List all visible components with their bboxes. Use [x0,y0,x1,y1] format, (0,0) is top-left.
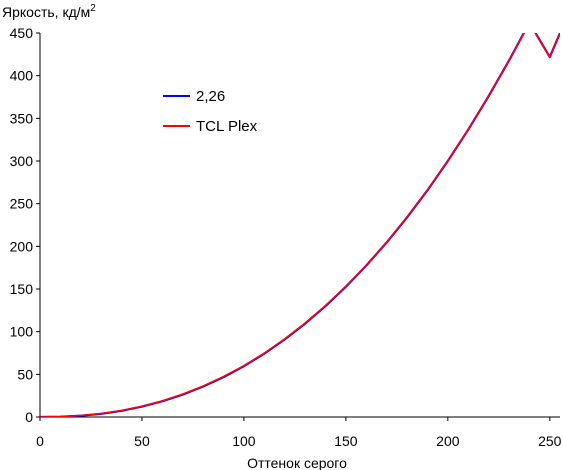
y-tick-label: 50 [17,366,33,382]
y-tick-label: 300 [10,153,34,169]
y-tick-label: 0 [25,409,33,425]
x-tick-label: 0 [36,433,44,449]
x-axis-title: Оттенок серого [247,455,347,470]
y-axis-title: Яркость, кд/м2 [2,3,96,20]
y-tick-label: 200 [10,238,34,254]
x-tick-label: 100 [232,433,256,449]
legend: 2,26 TCL Plex [163,88,258,135]
legend-label-0: 2,26 [196,88,225,105]
y-tick-label: 250 [10,196,34,212]
x-tick-label: 150 [334,433,358,449]
series-line-gamma-2-26 [40,33,560,417]
y-tick-label: 450 [10,25,34,41]
y-axis-title-text: Яркость, кд/м [2,4,90,20]
x-tick-label: 200 [436,433,460,449]
y-tick-label: 350 [10,110,34,126]
y-axis-title-superscript: 2 [90,3,96,14]
x-tick-label: 50 [134,433,150,449]
series-line-tcl-plex [40,33,560,417]
legend-label-1: TCL Plex [196,118,258,135]
svg-text:Яркость, кд/м2: Яркость, кд/м2 [2,3,96,20]
y-tick-label: 400 [10,68,34,84]
y-tick-label: 100 [10,324,34,340]
plot-area: 0 50 100 150 200 250 300 350 400 450 0 50 100 150 200 2… [10,25,562,449]
x-tick-label: 250 [538,433,562,449]
y-tick-label: 150 [10,281,34,297]
